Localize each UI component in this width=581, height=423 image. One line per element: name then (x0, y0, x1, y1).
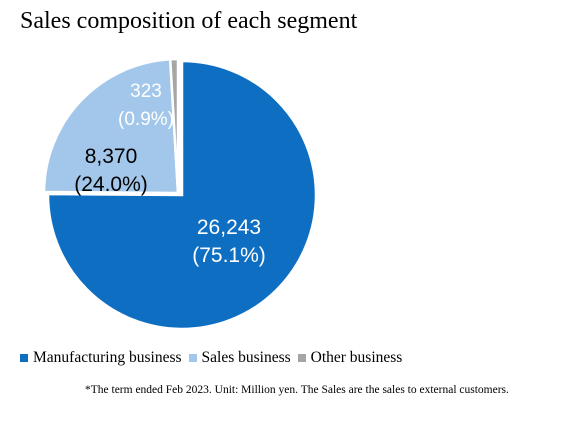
legend-item-other: Other business (297, 349, 403, 367)
data-label-percent-other: (0.9%) (118, 109, 174, 130)
legend-swatch-manufacturing (20, 354, 28, 362)
pie-slice-sales (42, 57, 180, 195)
legend: Manufacturing business Sales business Ot… (20, 349, 409, 367)
pie-slice-other (168, 57, 180, 194)
legend-swatch-other (297, 354, 306, 362)
pie-chart: 26,243 (75.1%) 8,370 (24.0%) 323 (0.9%) (42, 57, 318, 331)
legend-label-other: Other business (310, 349, 403, 366)
data-label-value-sales: 8,370 (85, 145, 138, 168)
chart-title: Sales composition of each segment (20, 8, 358, 34)
data-label-value-other: 323 (130, 81, 162, 102)
data-label-percent-manufacturing: (75.1%) (192, 244, 266, 267)
legend-item-manufacturing: Manufacturing business (20, 349, 182, 367)
legend-swatch-sales (188, 354, 197, 362)
footnote: *The term ended Feb 2023. Unit: Million … (85, 384, 509, 396)
data-label-value-manufacturing: 26,243 (197, 216, 261, 239)
pie-slice-manufacturing (46, 59, 318, 331)
legend-item-sales: Sales business (188, 349, 291, 367)
legend-label-manufacturing: Manufacturing business (33, 349, 182, 366)
data-label-percent-sales: (24.0%) (74, 173, 148, 196)
legend-label-sales: Sales business (201, 349, 291, 366)
